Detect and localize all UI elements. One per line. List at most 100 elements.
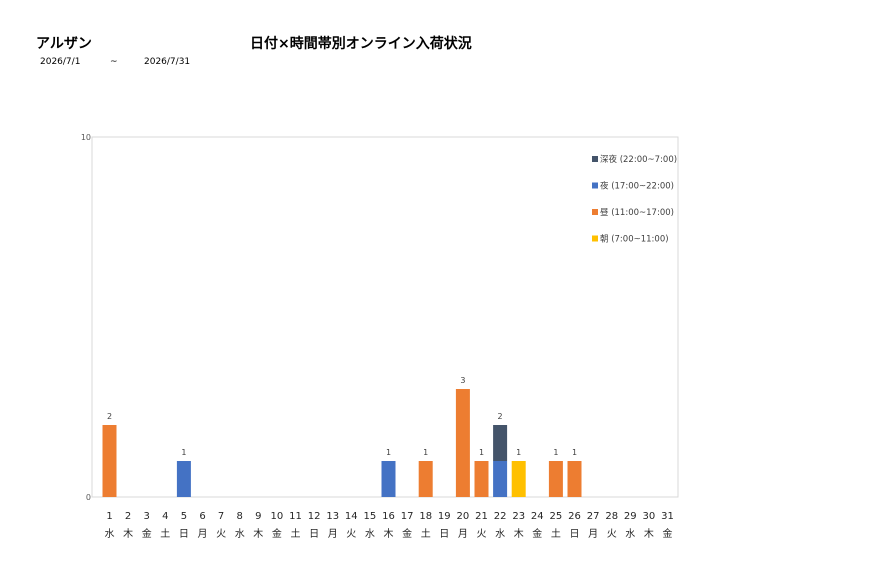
- date-from: 2026/7/1: [40, 57, 81, 67]
- x-tick-day: 26: [568, 511, 581, 522]
- x-tick-weekday: 木: [644, 528, 654, 540]
- legend-swatch: [592, 182, 598, 189]
- x-tick-weekday: 金: [663, 527, 673, 540]
- bar-segment: [418, 461, 433, 497]
- x-tick-day: 8: [237, 511, 243, 522]
- x-tick-weekday: 土: [551, 527, 561, 540]
- x-tick-weekday: 水: [625, 528, 635, 540]
- x-tick-weekday: 水: [105, 528, 115, 540]
- x-tick-day: 5: [181, 511, 187, 522]
- x-tick-day: 7: [218, 511, 224, 522]
- axis-layer: 0101水2木3金4土5日6月7火8水9木10金11土12日13月14火15水1…: [81, 133, 674, 540]
- x-tick-day: 16: [382, 511, 395, 522]
- chart-title: 日付×時間帯別オンライン入荷状況: [250, 36, 472, 52]
- x-tick-weekday: 日: [179, 529, 189, 540]
- x-tick-day: 22: [494, 511, 507, 522]
- data-label: 1: [479, 448, 484, 457]
- bar-segment: [493, 461, 508, 497]
- bar-segment: [102, 425, 117, 497]
- x-tick-weekday: 木: [253, 528, 263, 540]
- date-to: 2026/7/31: [144, 57, 191, 67]
- x-tick-weekday: 日: [309, 529, 319, 540]
- x-tick-day: 13: [326, 511, 339, 522]
- x-tick-day: 9: [255, 511, 261, 522]
- legend-label: 朝 (7:00~11:00): [600, 235, 669, 245]
- bar-segment: [567, 461, 582, 497]
- x-tick-weekday: 火: [346, 528, 356, 540]
- x-tick-weekday: 日: [439, 529, 449, 540]
- x-tick-day: 28: [605, 511, 618, 522]
- legend-label: 昼 (11:00~17:00): [600, 208, 674, 218]
- x-tick-weekday: 水: [365, 528, 375, 540]
- bar-segment: [474, 461, 489, 497]
- x-tick-day: 24: [531, 511, 544, 522]
- x-tick-weekday: 火: [607, 528, 617, 540]
- legend-swatch: [592, 235, 598, 242]
- y-tick-label: 0: [86, 493, 91, 502]
- x-tick-weekday: 土: [291, 527, 301, 540]
- x-tick-weekday: 水: [235, 528, 245, 540]
- x-tick-day: 30: [643, 511, 656, 522]
- x-tick-day: 18: [419, 511, 432, 522]
- data-label: 1: [181, 448, 186, 457]
- bar-segment: [511, 461, 526, 497]
- x-tick-weekday: 火: [477, 528, 487, 540]
- x-tick-weekday: 月: [588, 528, 598, 540]
- x-tick-day: 14: [345, 511, 358, 522]
- bars-layer: [102, 389, 582, 497]
- x-tick-weekday: 土: [160, 527, 170, 540]
- bar-segment: [493, 425, 508, 461]
- data-label: 2: [107, 412, 112, 421]
- bar-segment: [548, 461, 563, 497]
- data-label: 1: [386, 448, 391, 457]
- x-tick-day: 4: [162, 511, 168, 522]
- x-tick-weekday: 月: [328, 528, 338, 540]
- data-label: 2: [498, 412, 503, 421]
- legend-swatch: [592, 156, 598, 162]
- x-tick-day: 21: [475, 511, 488, 522]
- data-label: 3: [460, 376, 465, 385]
- x-tick-weekday: 火: [216, 528, 226, 540]
- data-label: 1: [516, 448, 521, 457]
- x-tick-weekday: 月: [198, 528, 208, 540]
- date-separator: ~: [110, 57, 118, 67]
- x-tick-day: 25: [550, 511, 563, 522]
- x-tick-weekday: 金: [532, 527, 542, 540]
- x-tick-day: 19: [438, 511, 451, 522]
- plot-area: [91, 136, 679, 498]
- x-tick-weekday: 土: [421, 527, 431, 540]
- data-label: 1: [572, 448, 577, 457]
- data-label: 1: [423, 448, 428, 457]
- x-tick-weekday: 木: [514, 528, 524, 540]
- bar-segment: [381, 461, 396, 497]
- x-tick-weekday: 金: [402, 527, 412, 540]
- x-tick-weekday: 木: [123, 528, 133, 540]
- x-tick-day: 3: [144, 511, 150, 522]
- legend-swatch: [592, 209, 598, 215]
- x-tick-weekday: 月: [458, 528, 468, 540]
- data-label: 1: [553, 448, 558, 457]
- x-tick-weekday: 金: [272, 527, 282, 540]
- x-tick-weekday: 水: [495, 528, 505, 540]
- y-tick-label: 10: [81, 133, 91, 142]
- x-tick-weekday: 金: [142, 527, 152, 540]
- store-name: アルザン: [36, 36, 92, 52]
- x-tick-day: 12: [308, 511, 321, 522]
- x-tick-day: 15: [364, 511, 377, 522]
- x-tick-day: 17: [401, 511, 414, 522]
- x-tick-day: 10: [271, 511, 284, 522]
- legend-label: 夜 (17:00~22:00): [600, 181, 674, 192]
- x-tick-weekday: 日: [570, 529, 580, 540]
- x-tick-day: 6: [199, 511, 205, 522]
- data-labels-layer: 2 1 1 1 3 1 2 1 1 1: [107, 376, 577, 457]
- x-tick-day: 1: [106, 511, 112, 522]
- bar-segment: [455, 389, 470, 497]
- x-tick-day: 27: [587, 511, 600, 522]
- x-tick-day: 11: [289, 511, 302, 522]
- x-tick-day: 23: [512, 511, 525, 522]
- x-tick-day: 29: [624, 511, 637, 522]
- legend-label: 深夜 (22:00~7:00): [600, 154, 677, 165]
- legend: 深夜 (22:00~7:00) 夜 (17:00~22:00) 昼 (11:00~1…: [592, 154, 677, 245]
- x-tick-day: 31: [661, 511, 674, 522]
